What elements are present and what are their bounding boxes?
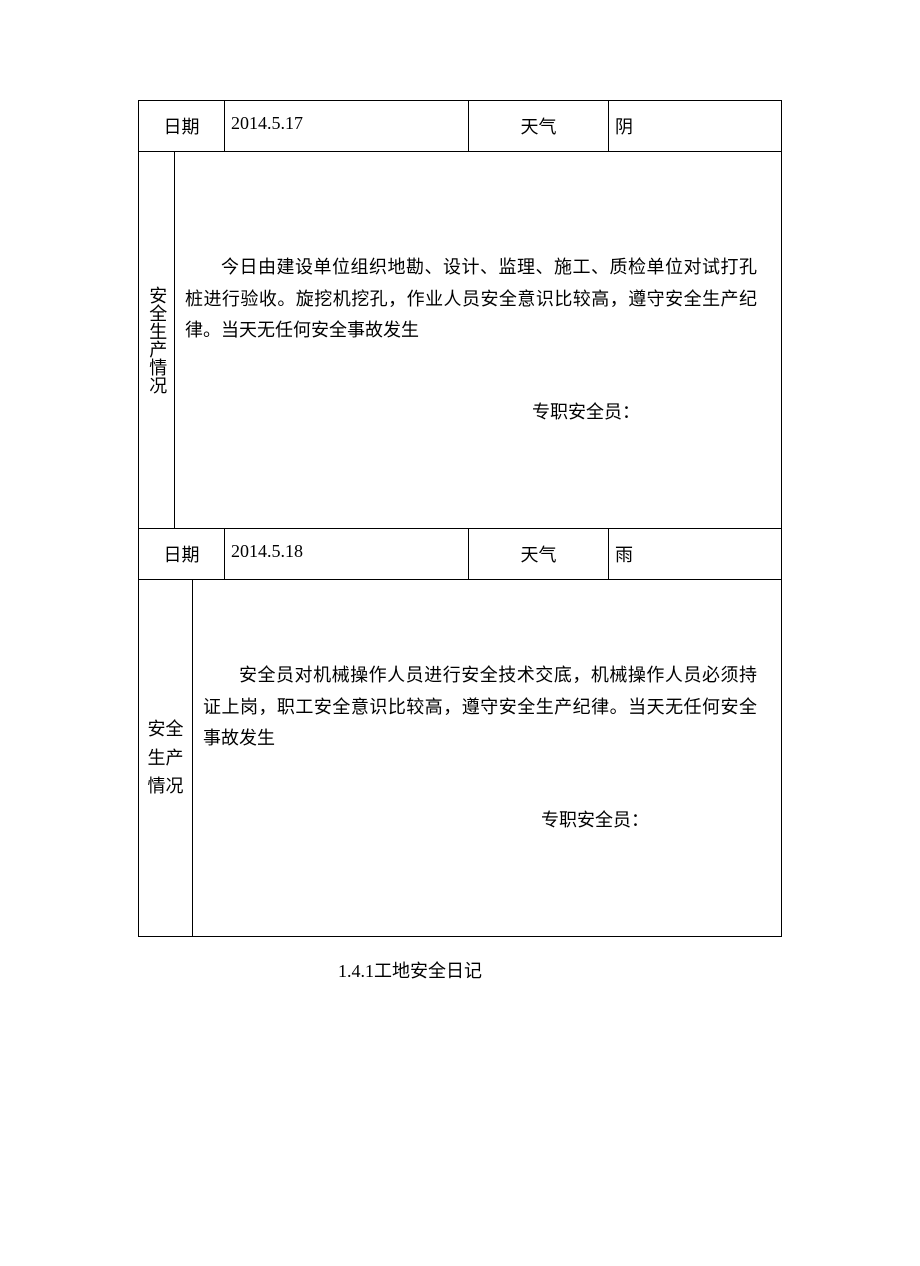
content-body-2: 安全员对机械操作人员进行安全技术交底，机械操作人员必须持证上岗，职工安全意识比较… [193,580,781,936]
content-text-2: 安全员对机械操作人员进行安全技术交底，机械操作人员必须持证上岗，职工安全意识比较… [203,660,757,755]
weather-label-2: 天气 [469,529,609,579]
date-label-2: 日期 [139,529,225,579]
footer-title: 1.4.1工地安全日记 [38,957,782,983]
content-text-1: 今日由建设单位组织地勘、设计、监理、施工、质检单位对试打孔桩进行验收。旋挖机挖孔… [185,252,757,347]
header-row-1: 日期 2014.5.17 天气 阴 [139,101,781,152]
weather-value-2: 雨 [609,529,781,579]
content-row-1: 安全生产情况 今日由建设单位组织地勘、设计、监理、施工、质检单位对试打孔桩进行验… [139,152,781,529]
weather-value-1: 阴 [609,101,781,151]
date-value-1: 2014.5.17 [225,101,469,151]
weather-label-1: 天气 [469,101,609,151]
content-row-2: 安全生产情况 安全员对机械操作人员进行安全技术交底，机械操作人员必须持证上岗，职… [139,580,781,936]
signature-1: 专职安全员： [185,397,757,429]
safety-log-table: 日期 2014.5.17 天气 阴 安全生产情况 今日由建设单位组织地勘、设计、… [138,100,782,937]
content-body-1: 今日由建设单位组织地勘、设计、监理、施工、质检单位对试打孔桩进行验收。旋挖机挖孔… [175,152,781,528]
header-row-2: 日期 2014.5.18 天气 雨 [139,529,781,580]
signature-2: 专职安全员： [203,805,757,837]
section-label-2: 安全生产情况 [139,580,193,936]
section-label-1: 安全生产情况 [139,152,175,528]
date-label-1: 日期 [139,101,225,151]
date-value-2: 2014.5.18 [225,529,469,579]
